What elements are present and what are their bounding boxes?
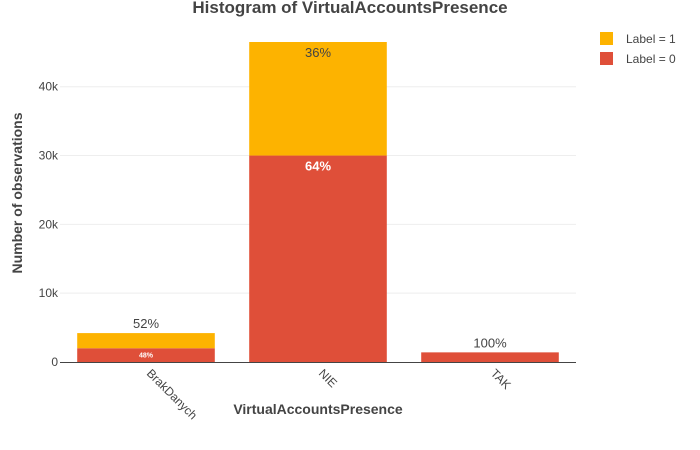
legend-item-label-1[interactable]: Label = 1 — [600, 32, 676, 46]
legend-label-0: Label = 0 — [626, 52, 676, 66]
legend-item-label-0[interactable]: Label = 0 — [600, 52, 676, 66]
bar-tak-label-0[interactable] — [421, 352, 559, 362]
data-labels-layer: 48% 52% 64% 36% 100% — [133, 45, 507, 360]
y-tick-label: 10k — [39, 286, 59, 300]
legend[interactable]: Label = 1 Label = 0 — [600, 32, 676, 66]
y-tick-label: 30k — [39, 149, 59, 163]
data-label-brakdanych-label-0: 48% — [139, 353, 154, 360]
data-label-nie-label-1: 36% — [305, 45, 331, 60]
bar-brakdanych-label-0[interactable] — [77, 348, 215, 362]
bars-layer — [77, 42, 559, 362]
legend-swatch-label-1 — [600, 32, 613, 45]
x-tick-label-brakdanych: BrakDanych — [144, 366, 200, 422]
y-tick-label: 20k — [39, 217, 59, 231]
legend-label-1: Label = 1 — [626, 32, 676, 46]
data-label-brakdanych-total: 52% — [133, 316, 159, 331]
x-axis-title: VirtualAccountsPresence — [233, 401, 403, 417]
bar-brakdanych-label-1[interactable] — [77, 333, 215, 349]
data-label-nie-label-0: 64% — [305, 159, 331, 174]
bar-nie-label-0[interactable] — [249, 155, 387, 362]
data-label-tak-total: 100% — [473, 335, 507, 350]
y-tick-label: 40k — [39, 80, 59, 94]
x-tick-label-nie: NIE — [316, 366, 340, 390]
legend-swatch-label-0 — [600, 52, 613, 65]
x-tick-label-tak: TAK — [488, 366, 514, 392]
y-tick-label: 0 — [51, 355, 58, 369]
y-axis-title: Number of observations — [9, 112, 25, 273]
bar-nie-label-1[interactable] — [249, 42, 387, 156]
chart-title: Histogram of VirtualAccountsPresence — [192, 0, 507, 17]
